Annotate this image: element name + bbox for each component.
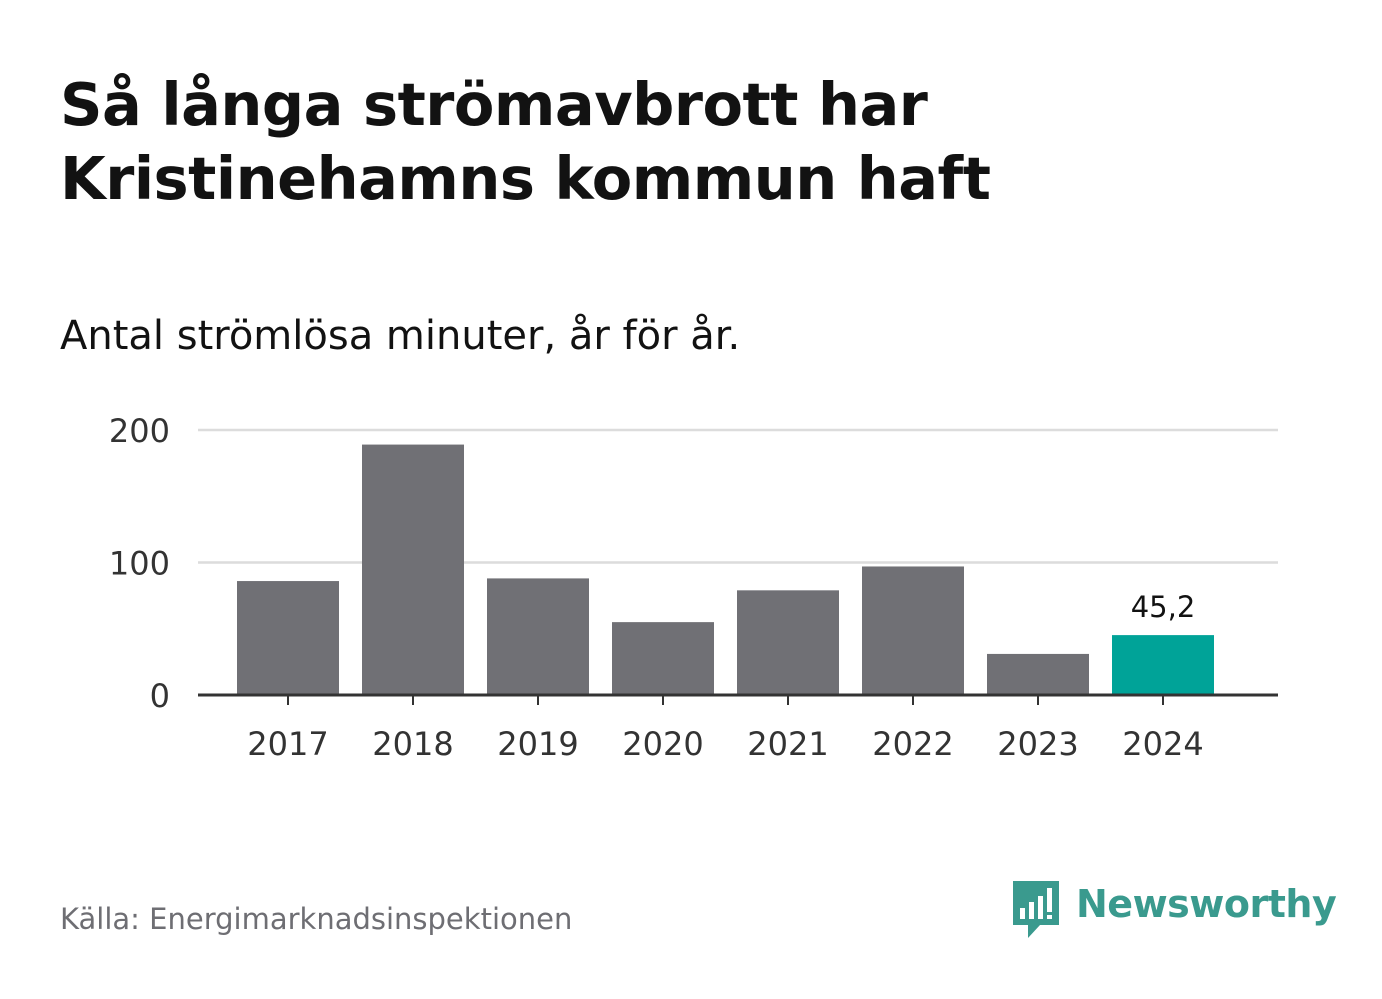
bar-2023 (987, 653, 1089, 695)
source-note: Källa: Energimarknadsinspektionen (60, 902, 573, 936)
y-tick-label: 100 (109, 545, 170, 583)
bar-2024 (1112, 635, 1214, 695)
bar-2022 (862, 566, 964, 695)
x-tick-label: 2018 (372, 725, 453, 763)
bar-2018 (362, 444, 464, 695)
x-axis (198, 693, 1278, 705)
labels: 0 100 200 2017 2018 2019 2020 2021 2022 2023 2024 4… (109, 412, 1204, 763)
x-tick-label: 2024 (1122, 725, 1203, 763)
bar-2021 (737, 590, 839, 695)
x-tick-label: 2017 (247, 725, 328, 763)
data-label: 45,2 (1131, 590, 1196, 624)
newsworthy-logo: Newsworthy (1010, 878, 1337, 942)
y-tick-label: 200 (109, 412, 170, 450)
chart-title-line-2: Kristinehamns kommun haft (60, 144, 991, 213)
bar-2020 (612, 622, 714, 695)
chart-subtitle: Antal strömlösa minuter, år för år. (60, 313, 741, 359)
chart-title: Så långa strömavbrott har Kristinehamns … (60, 68, 1320, 216)
bar-2019 (487, 578, 589, 695)
x-tick-label: 2023 (997, 725, 1078, 763)
chart-title-line-1: Så långa strömavbrott har (60, 70, 928, 139)
x-tick-label: 2020 (622, 725, 703, 763)
newsworthy-logo-icon (1013, 881, 1059, 938)
bars (237, 444, 1214, 695)
gridlines (198, 428, 1278, 564)
bar-2017 (237, 581, 339, 695)
x-tick-label: 2019 (497, 725, 578, 763)
newsworthy-logo-text: Newsworthy (1076, 882, 1337, 926)
y-tick-label: 0 (150, 677, 170, 715)
x-tick-label: 2022 (872, 725, 953, 763)
x-tick-label: 2021 (747, 725, 828, 763)
